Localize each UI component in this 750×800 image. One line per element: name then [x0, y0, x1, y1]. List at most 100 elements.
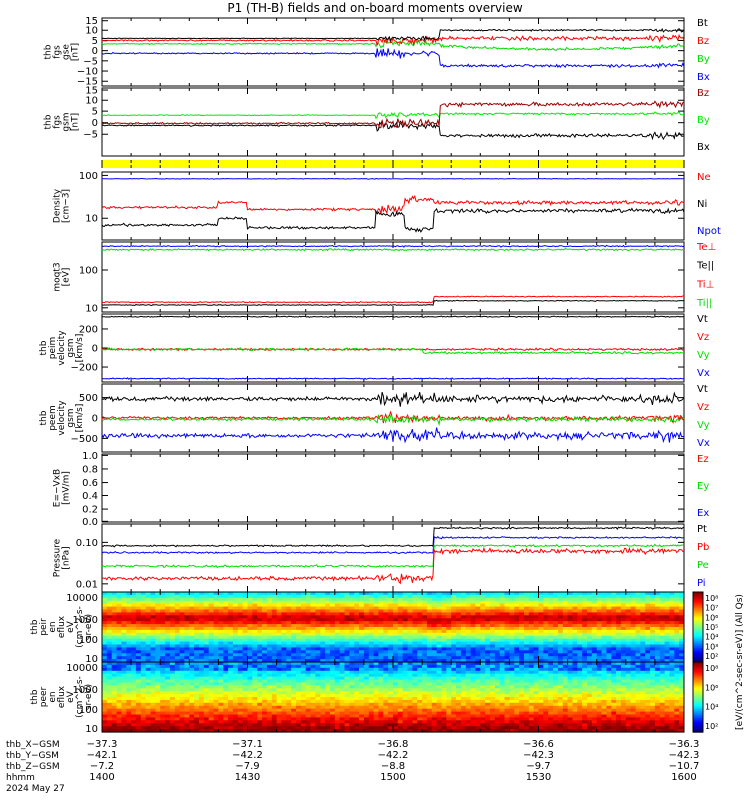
spectrogram-cell	[194, 615, 200, 619]
spectrogram-cell	[325, 664, 331, 669]
spectrogram-cell	[247, 606, 253, 611]
y-tick-label: 0	[92, 344, 98, 355]
spectrogram-cell	[620, 592, 627, 596]
spectrogram-cell	[451, 659, 457, 663]
spectrogram-cell	[650, 629, 656, 634]
spectrogram-cell	[582, 629, 588, 634]
spectrogram-cell	[412, 597, 418, 602]
spectrogram-cell	[252, 624, 258, 628]
spectrogram-cell	[208, 653, 215, 657]
spectrogram-cell	[126, 632, 132, 637]
spectrogram-cell	[131, 621, 137, 625]
spectrogram-cell	[499, 629, 506, 634]
spectrogram-cell	[344, 644, 350, 648]
spectrogram-cell	[557, 629, 564, 634]
spectrogram-cell	[218, 691, 224, 695]
spectrogram-cell	[407, 594, 413, 599]
spectrogram-cell	[436, 662, 442, 666]
spectrogram-cell	[533, 641, 539, 646]
spectrogram-cell	[363, 653, 370, 657]
spectrogram-cell	[412, 662, 418, 666]
spectrogram-cell	[271, 664, 278, 669]
spectrogram-cell	[106, 685, 113, 689]
spectrogram-cell	[524, 594, 530, 599]
spectrogram-cell	[553, 682, 559, 686]
spectrogram-cell	[305, 600, 312, 605]
spectrogram-cell	[422, 632, 428, 637]
spectrogram-cell	[218, 624, 224, 628]
spectrogram-cell	[557, 621, 564, 625]
spectrogram-cell	[601, 662, 607, 666]
spectrogram-cell	[611, 635, 617, 640]
spectrogram-cell	[431, 632, 438, 637]
spectrogram-cell	[155, 656, 161, 660]
spectrogram-cell	[116, 618, 122, 622]
spectrogram-cell	[485, 612, 491, 616]
spectrogram-cell	[460, 694, 467, 698]
spectrogram-cell	[456, 612, 462, 616]
spectrogram-cell	[625, 632, 632, 637]
colorbar-segment	[693, 642, 703, 646]
spectrogram-cell	[310, 688, 316, 692]
spectrogram-cell	[528, 594, 535, 599]
spectrogram-cell	[548, 632, 554, 637]
spectrogram-cell	[315, 592, 321, 596]
spectrogram-cell	[679, 662, 685, 666]
spectrogram-cell	[329, 688, 336, 692]
spectrogram-cell	[417, 621, 423, 625]
spectrogram-cell	[577, 609, 583, 613]
spectrogram-cell	[262, 685, 268, 689]
spectrogram-cell	[490, 653, 496, 657]
spectrogram-cell	[388, 659, 394, 663]
spectrogram-cell	[557, 662, 564, 666]
spectrogram-cell	[135, 635, 142, 640]
colorbar-segment	[693, 646, 703, 649]
spectrogram-cell	[616, 685, 622, 689]
spectrogram-cell	[184, 650, 190, 654]
spectrogram-cell	[325, 638, 331, 643]
spectrogram-cell	[252, 676, 258, 681]
spectrogram-cell	[591, 647, 598, 651]
spectrogram-cell	[654, 662, 661, 666]
spectrogram-cell	[543, 627, 549, 631]
colorbar-segment	[693, 595, 703, 598]
spectrogram-cell	[179, 659, 185, 663]
spectrogram-cell	[320, 682, 326, 686]
spectrogram-cell	[562, 679, 569, 683]
spectrogram-cell	[135, 682, 142, 686]
spectrogram-cell	[674, 691, 680, 695]
spectrogram-cell	[228, 676, 234, 681]
spectrogram-cell	[635, 644, 641, 648]
spectrogram-cell	[528, 600, 535, 605]
spectrogram-cell	[281, 682, 287, 686]
spectrogram-cell	[422, 603, 428, 608]
spectrogram-cell	[475, 679, 481, 683]
spectrogram-cell	[257, 664, 263, 669]
spectrogram-cell	[291, 629, 297, 634]
spectrogram-cell	[504, 664, 510, 669]
spectrogram-cell	[242, 618, 248, 622]
spectrogram-cell	[339, 662, 345, 666]
spectrogram-cell	[169, 615, 176, 619]
spectrogram-cell	[363, 667, 370, 672]
spectrogram-cell	[145, 612, 152, 616]
spectrogram-cell	[266, 673, 273, 678]
spectrogram-cell	[378, 627, 384, 631]
spectrogram-cell	[344, 606, 350, 611]
spectrogram-cell	[630, 612, 636, 616]
spectrogram-cell	[257, 592, 263, 596]
spectrogram-cell	[203, 644, 210, 648]
spectrogram-cell	[121, 594, 127, 599]
spectrogram-cell	[519, 685, 525, 689]
spectrogram-cell	[228, 647, 234, 651]
spectrogram-cell	[349, 635, 355, 640]
spectrogram-cell	[591, 621, 598, 625]
spectrogram-cell	[373, 609, 379, 613]
spectrogram-cell	[519, 641, 525, 646]
spectrogram-cell	[538, 688, 544, 692]
spectrogram-cell	[528, 691, 535, 695]
spectrogram-cell	[650, 644, 656, 648]
spectrogram-cell	[106, 682, 113, 686]
spectrogram-cell	[577, 594, 583, 599]
